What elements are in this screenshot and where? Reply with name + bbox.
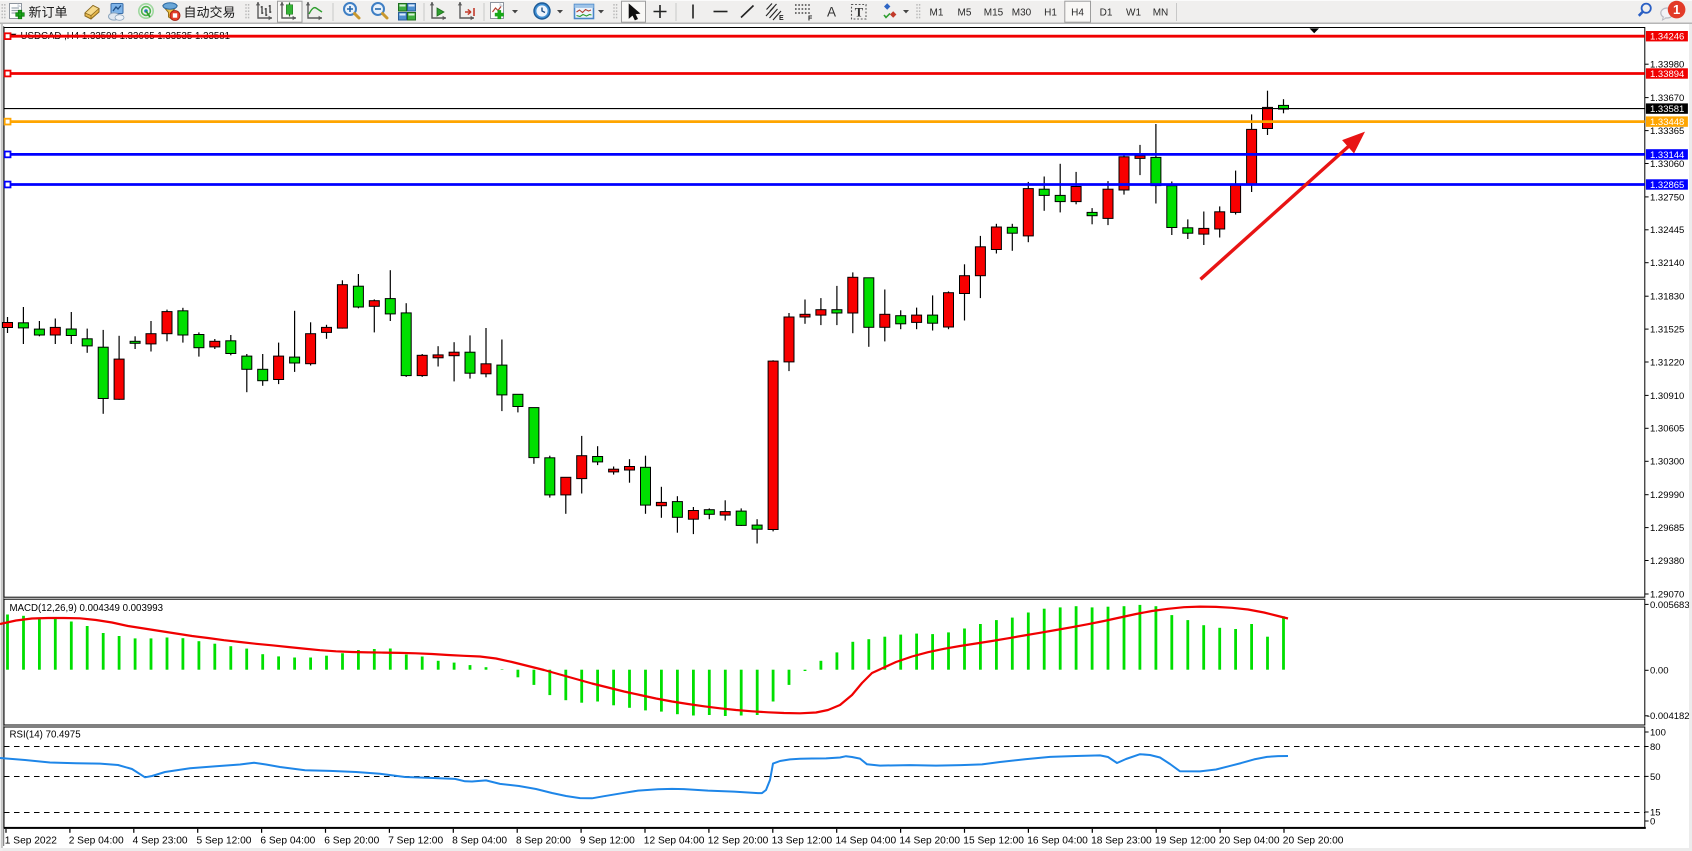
svg-text:1.33365: 1.33365 — [1650, 126, 1684, 137]
svg-text:1.34246: 1.34246 — [1650, 32, 1684, 43]
svg-text:1.30300: 1.30300 — [1650, 457, 1684, 468]
svg-text:1.33581: 1.33581 — [1650, 104, 1684, 115]
svg-text:F: F — [808, 16, 813, 23]
svg-text:9 Sep 12:00: 9 Sep 12:00 — [580, 835, 635, 846]
svg-text:A: A — [827, 5, 836, 20]
svg-text:20 Sep 04:00: 20 Sep 04:00 — [1219, 835, 1280, 846]
svg-text:1.33060: 1.33060 — [1650, 159, 1684, 170]
svg-text:18 Sep 23:00: 18 Sep 23:00 — [1091, 835, 1152, 846]
svg-text:1.29685: 1.29685 — [1650, 523, 1684, 534]
svg-text:12 Sep 04:00: 12 Sep 04:00 — [644, 835, 705, 846]
svg-text:2 Sep 04:00: 2 Sep 04:00 — [69, 835, 124, 846]
svg-text:1.33670: 1.33670 — [1650, 93, 1684, 104]
svg-text:E: E — [779, 15, 784, 22]
svg-text:14 Sep 20:00: 14 Sep 20:00 — [899, 835, 960, 846]
svg-text:1.33980: 1.33980 — [1650, 60, 1684, 71]
svg-text:50: 50 — [1650, 772, 1661, 783]
svg-text:1.33144: 1.33144 — [1650, 150, 1684, 161]
svg-text:5 Sep 12:00: 5 Sep 12:00 — [197, 835, 252, 846]
svg-text:15: 15 — [1650, 807, 1661, 818]
svg-text:1.32865: 1.32865 — [1650, 180, 1684, 191]
svg-text:MACD(12,26,9) 0.004349 0.00399: MACD(12,26,9) 0.004349 0.003993 — [10, 603, 164, 614]
svg-text:T: T — [855, 5, 864, 19]
svg-text:1: 1 — [1673, 2, 1680, 17]
svg-text:M5: M5 — [958, 8, 972, 19]
svg-text:8 Sep 20:00: 8 Sep 20:00 — [516, 835, 571, 846]
svg-text:15 Sep 12:00: 15 Sep 12:00 — [963, 835, 1024, 846]
svg-text:6 Sep 04:00: 6 Sep 04:00 — [260, 835, 315, 846]
svg-text:1.30910: 1.30910 — [1650, 391, 1684, 402]
svg-text:20 Sep 20:00: 20 Sep 20:00 — [1283, 835, 1344, 846]
svg-text:M1: M1 — [930, 8, 944, 19]
svg-text:0.00: 0.00 — [1650, 666, 1669, 677]
svg-text:19 Sep 12:00: 19 Sep 12:00 — [1155, 835, 1216, 846]
svg-text:12 Sep 20:00: 12 Sep 20:00 — [708, 835, 769, 846]
svg-text:6 Sep 20:00: 6 Sep 20:00 — [324, 835, 379, 846]
svg-text:7 Sep 12:00: 7 Sep 12:00 — [388, 835, 443, 846]
svg-text:16 Sep 04:00: 16 Sep 04:00 — [1027, 835, 1088, 846]
svg-text:0.005683: 0.005683 — [1650, 600, 1690, 611]
svg-text:M30: M30 — [1012, 8, 1032, 19]
svg-text:0: 0 — [1650, 816, 1655, 827]
svg-text:-0.004182: -0.004182 — [1647, 711, 1690, 722]
svg-text:1.32445: 1.32445 — [1650, 225, 1684, 236]
svg-text:13 Sep 12:00: 13 Sep 12:00 — [772, 835, 833, 846]
svg-text:H4: H4 — [1071, 8, 1084, 19]
svg-text:1.32140: 1.32140 — [1650, 258, 1684, 269]
svg-text:1.29070: 1.29070 — [1650, 589, 1684, 600]
svg-text:1.32750: 1.32750 — [1650, 192, 1684, 203]
svg-text:1.31220: 1.31220 — [1650, 357, 1684, 368]
svg-text:1.33448: 1.33448 — [1650, 117, 1684, 128]
svg-text:1.29990: 1.29990 — [1650, 490, 1684, 501]
svg-text:4 Sep 23:00: 4 Sep 23:00 — [133, 835, 188, 846]
svg-text:D1: D1 — [1100, 8, 1113, 19]
svg-text:MN: MN — [1153, 8, 1169, 19]
svg-text:M15: M15 — [984, 8, 1004, 19]
svg-text:1.31525: 1.31525 — [1650, 325, 1684, 336]
svg-text:80: 80 — [1650, 742, 1661, 753]
svg-text:RSI(14) 70.4975: RSI(14) 70.4975 — [10, 730, 81, 741]
svg-text:H1: H1 — [1044, 8, 1057, 19]
svg-text:1.29380: 1.29380 — [1650, 556, 1684, 567]
svg-text:1.33894: 1.33894 — [1650, 69, 1684, 80]
svg-text:8 Sep 04:00: 8 Sep 04:00 — [452, 835, 507, 846]
svg-text:14 Sep 04:00: 14 Sep 04:00 — [836, 835, 897, 846]
svg-text:1 Sep 2022: 1 Sep 2022 — [5, 835, 57, 846]
svg-text:1.31830: 1.31830 — [1650, 292, 1684, 303]
svg-text:1.30605: 1.30605 — [1650, 424, 1684, 435]
svg-text:100: 100 — [1650, 727, 1666, 738]
svg-text:W1: W1 — [1126, 8, 1141, 19]
